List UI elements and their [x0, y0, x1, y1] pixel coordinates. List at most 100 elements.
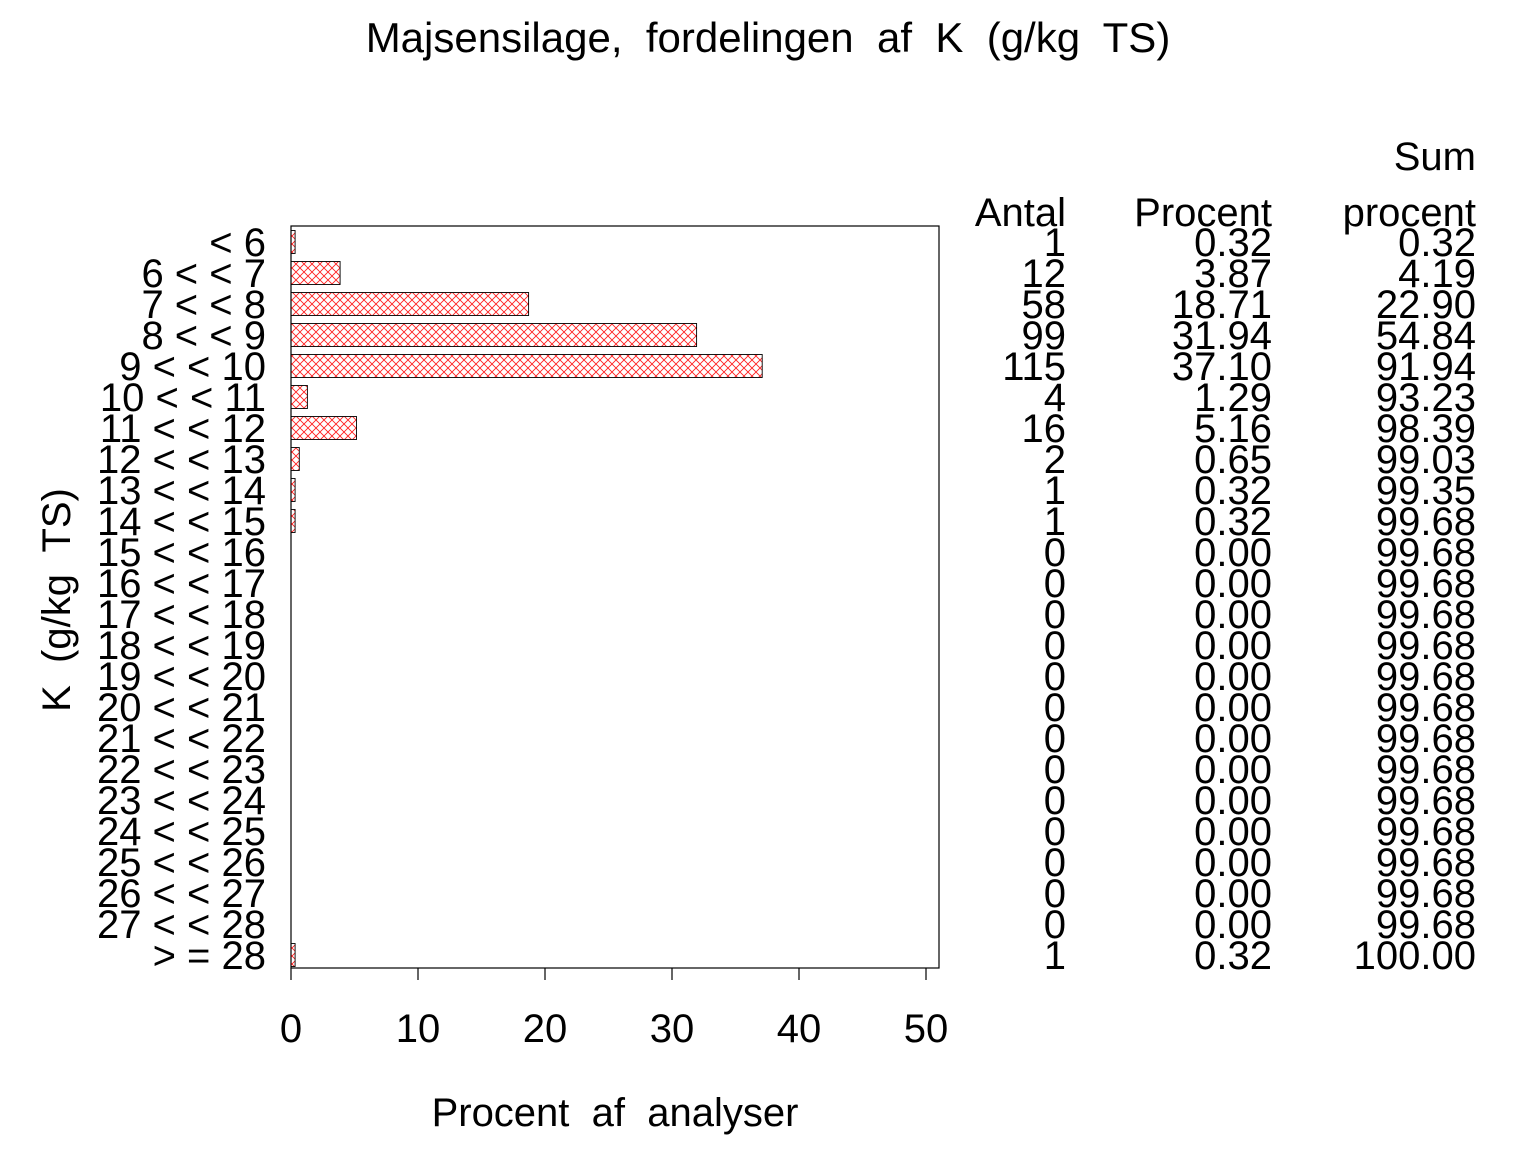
table-cell-procent: 0.00: [1194, 531, 1272, 575]
table-cell-antal: 0: [1044, 903, 1066, 947]
table-cell-sum-procent: 100.00: [1354, 934, 1476, 978]
chart-title: Majsensilage, fordelingen af K (g/kg TS): [366, 14, 1171, 61]
x-tick-label: 10: [396, 1007, 441, 1051]
table-cell-antal: 99: [1022, 314, 1067, 358]
bar: [290, 478, 296, 502]
table-cell-sum-procent: 99.35: [1376, 469, 1476, 513]
table-cell-antal: 0: [1044, 841, 1066, 885]
table-cell-sum-procent: 93.23: [1376, 376, 1476, 420]
header-antal: Antal: [975, 191, 1066, 235]
x-axis-title: Procent af analyser: [432, 1091, 799, 1135]
table-cell-sum-procent: 99.68: [1376, 717, 1476, 761]
table-cell-procent: 31.94: [1172, 314, 1272, 358]
table-cell-procent: 0.00: [1194, 841, 1272, 885]
table-cell-procent: 0.00: [1194, 748, 1272, 792]
table-cell-sum-procent: 99.68: [1376, 624, 1476, 668]
table-cell-procent: 0.00: [1194, 903, 1272, 947]
category-label: 20 < < 21: [97, 686, 266, 730]
table-cell-antal: 0: [1044, 872, 1066, 916]
category-label: 10 < < 11: [100, 376, 266, 420]
table-cell-procent: 5.16: [1194, 407, 1272, 451]
category-label: 14 < < 15: [97, 500, 266, 544]
category-label: 6 < < 7: [141, 252, 266, 296]
table-cell-sum-procent: 99.03: [1376, 438, 1476, 482]
bar: [290, 323, 698, 347]
table-cell-sum-procent: 99.68: [1376, 500, 1476, 544]
table-cell-sum-procent: 91.94: [1376, 345, 1476, 389]
table-cell-procent: 0.00: [1194, 624, 1272, 668]
table-cell-antal: 0: [1044, 562, 1066, 606]
bar: [290, 354, 763, 378]
table-cell-sum-procent: 99.68: [1376, 593, 1476, 637]
table-cell-procent: 0.00: [1194, 593, 1272, 637]
table-cell-procent: 3.87: [1194, 252, 1272, 296]
table-cell-sum-procent: 99.68: [1376, 531, 1476, 575]
table-cell-procent: 0.00: [1194, 686, 1272, 730]
bar: [290, 447, 300, 471]
category-label: 22 < < 23: [97, 748, 266, 792]
table-cell-procent: 0.00: [1194, 810, 1272, 854]
plot-frame: [290, 225, 940, 969]
table-cell-antal: 0: [1044, 624, 1066, 668]
table-cell-sum-procent: 22.90: [1376, 283, 1476, 327]
table-cell-antal: 0: [1044, 717, 1066, 761]
table-cell-sum-procent: 99.68: [1376, 872, 1476, 916]
table-cell-sum-procent: 54.84: [1376, 314, 1476, 358]
table-cell-antal: 0: [1044, 810, 1066, 854]
table-header: Antal Procent Sum procent: [975, 135, 1476, 235]
x-ticks-layer: 0 10 20 30 40 50: [280, 968, 948, 1051]
table-cell-antal: 12: [1022, 252, 1067, 296]
category-label: 19 < < 20: [97, 655, 266, 699]
bar: [290, 230, 296, 254]
x-tick-label: 40: [777, 1007, 822, 1051]
table-cell-procent: 0.32: [1194, 221, 1272, 265]
category-label: 15 < < 16: [97, 531, 266, 575]
table-cell-sum-procent: 99.68: [1376, 655, 1476, 699]
table-cell-sum-procent: 99.68: [1376, 779, 1476, 823]
header-procent: Procent: [1134, 191, 1272, 235]
table-cell-procent: 0.32: [1194, 500, 1272, 544]
category-label: < 6: [209, 221, 266, 265]
table-cell-sum-procent: 99.68: [1376, 841, 1476, 885]
table-cell-antal: 1: [1044, 469, 1066, 513]
category-label: 18 < < 19: [97, 624, 266, 668]
table-cell-sum-procent: 99.68: [1376, 562, 1476, 606]
category-label: > = 28: [153, 934, 266, 978]
category-label: 11 < < 12: [100, 407, 266, 451]
x-tick-label: 30: [650, 1007, 695, 1051]
table-cell-antal: 2: [1044, 438, 1066, 482]
bar: [290, 509, 296, 533]
table-cell-sum-procent: 99.68: [1376, 810, 1476, 854]
table-cell-sum-procent: 99.68: [1376, 903, 1476, 947]
table-cell-procent: 0.00: [1194, 717, 1272, 761]
table-cell-antal: 0: [1044, 779, 1066, 823]
table-cell-sum-procent: 4.19: [1398, 252, 1476, 296]
x-tick-label: 20: [523, 1007, 568, 1051]
bars-layer: [290, 230, 763, 967]
category-label: 13 < < 14: [97, 469, 266, 513]
table-cell-antal: 0: [1044, 593, 1066, 637]
category-label: 17 < < 18: [97, 593, 266, 637]
table-cell-antal: 16: [1022, 407, 1067, 451]
table-cell-procent: 18.71: [1172, 283, 1272, 327]
header-sum-line1: Sum: [1394, 135, 1476, 179]
category-label: 12 < < 13: [97, 438, 266, 482]
table-cell-procent: 0.00: [1194, 872, 1272, 916]
x-tick-label: 0: [280, 1007, 302, 1051]
table-cell-sum-procent: 99.68: [1376, 686, 1476, 730]
table-cell-sum-procent: 98.39: [1376, 407, 1476, 451]
table-cell-sum-procent: 99.68: [1376, 748, 1476, 792]
category-label: 16 < < 17: [97, 562, 266, 606]
table-cell-procent: 1.29: [1194, 376, 1272, 420]
category-label: 9 < < 10: [119, 345, 266, 389]
table-cell-sum-procent: 0.32: [1398, 221, 1476, 265]
table-cell-procent: 0.32: [1194, 934, 1272, 978]
bar: [290, 292, 530, 316]
table-cell-antal: 4: [1044, 376, 1066, 420]
table-cell-procent: 0.00: [1194, 779, 1272, 823]
table-cell-antal: 0: [1044, 655, 1066, 699]
x-tick-label: 50: [904, 1007, 949, 1051]
